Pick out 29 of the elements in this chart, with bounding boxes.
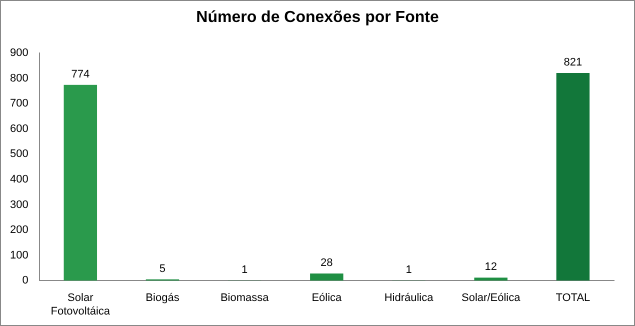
y-tick-label: 100 xyxy=(10,249,28,262)
data-label: 5 xyxy=(159,262,166,275)
bar xyxy=(64,84,98,281)
x-tick-label: Biogás xyxy=(146,292,180,304)
data-label: 1 xyxy=(242,264,248,276)
data-label: 12 xyxy=(484,261,497,274)
bar xyxy=(310,274,344,281)
data-label: 774 xyxy=(71,68,90,80)
y-tick-label: 900 xyxy=(10,47,28,60)
y-tick-label: 600 xyxy=(10,122,28,135)
y-tick-label: 300 xyxy=(10,198,28,211)
bar xyxy=(474,278,508,281)
y-tick-label: 500 xyxy=(10,148,28,160)
data-label: 28 xyxy=(320,257,333,270)
y-tick-label: 400 xyxy=(10,173,28,186)
y-tick-label: 200 xyxy=(10,224,28,236)
y-tick-label: 700 xyxy=(10,98,28,110)
x-tick-label: Hidráulica xyxy=(384,292,434,304)
data-label: 1 xyxy=(406,264,412,276)
chart-title: Número de Conexões por Fonte xyxy=(195,9,440,27)
x-tick-label: Solar Fotovoltáica xyxy=(50,292,111,318)
x-tick-label: Eólica xyxy=(312,292,343,304)
y-tick-label: 0 xyxy=(22,274,28,287)
data-label: 821 xyxy=(564,56,582,69)
x-tick-label: TOTAL xyxy=(556,292,590,304)
x-tick-label: Solar/Eólica xyxy=(462,292,522,304)
x-tick-label: Biomassa xyxy=(220,292,270,304)
bar xyxy=(556,72,590,281)
y-tick-label: 800 xyxy=(10,72,28,84)
